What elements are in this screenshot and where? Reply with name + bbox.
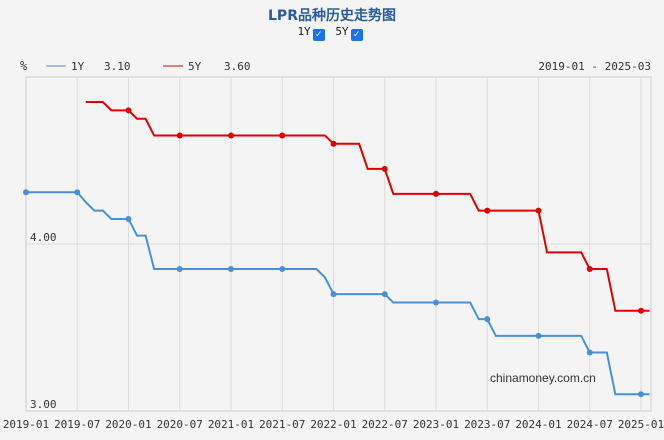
data-point-5Y[interactable] [484,207,491,214]
data-point-1Y[interactable] [330,291,337,298]
x-tick-label: 2023-07 [464,418,510,431]
data-point-5Y[interactable] [330,140,337,147]
legend-5y-value: 3.60 [224,60,251,73]
x-tick-label: 2019-07 [54,418,100,431]
data-point-1Y[interactable] [381,291,388,298]
x-tick-label: 2024-01 [515,418,561,431]
legend-5y-label: 5Y [188,60,202,73]
toggle-1y-label: 1Y [297,25,311,38]
data-point-5Y[interactable] [279,132,286,139]
data-point-5Y[interactable] [433,190,439,197]
x-tick-label: 2020-01 [105,418,151,431]
y-tick-label: 3.00 [30,398,57,411]
data-point-5Y[interactable] [125,107,132,114]
x-tick-label: 2024-07 [567,418,613,431]
toggle-1y-checkbox[interactable]: ✓ [312,29,325,41]
data-point-1Y[interactable] [638,391,644,398]
legend-1y-label: 1Y [71,60,85,73]
chart-title: LPR品种历史走势图 [268,8,396,24]
plot-border [25,76,652,412]
data-point-5Y[interactable] [586,266,593,273]
watermark: chinamoney.com.cn [490,371,596,385]
data-point-5Y[interactable] [176,132,183,139]
data-point-1Y[interactable] [279,266,286,273]
legend-1y-value: 3.10 [104,60,131,73]
x-tick-label: 2022-01 [310,418,356,431]
data-point-5Y[interactable] [381,165,388,172]
data-point-1Y[interactable] [74,189,81,196]
data-point-1Y[interactable] [176,266,183,273]
x-tick-label: 2020-07 [157,418,203,431]
data-point-1Y[interactable] [433,299,439,306]
x-tick-label: 2023-01 [413,418,459,431]
data-point-1Y[interactable] [535,332,542,339]
date-range: 2019-01 - 2025-03 [538,60,651,73]
x-tick-label: 2021-07 [259,418,305,431]
data-point-1Y[interactable] [125,215,132,222]
x-tick-label: 2025-01 [618,418,664,431]
data-point-5Y[interactable] [535,207,542,214]
y-tick-label: 4.00 [30,231,57,244]
toggle-5y-checkbox[interactable]: ✓ [350,29,363,41]
data-point-1Y[interactable] [23,189,29,196]
data-point-1Y[interactable] [484,316,491,323]
series-line-1Y [26,191,650,396]
unit-label: % [20,59,28,73]
series-line-5Y [85,101,650,312]
data-point-1Y[interactable] [228,266,234,273]
x-tick-label: 2021-01 [208,418,254,431]
series-toggles: 1Y ✓ 5Y ✓ [0,25,664,41]
x-tick-label: 2022-07 [362,418,408,431]
x-tick-label: 2019-01 [3,418,49,431]
data-point-5Y[interactable] [638,307,644,314]
data-point-1Y[interactable] [586,349,593,356]
toggle-5y-label: 5Y [335,25,349,38]
data-point-5Y[interactable] [228,132,234,139]
